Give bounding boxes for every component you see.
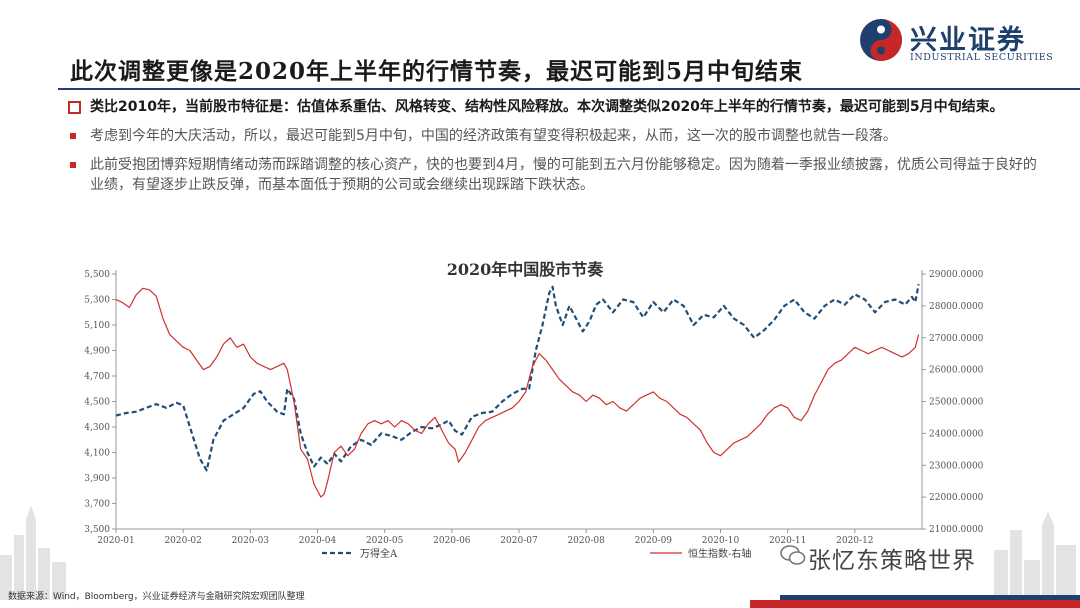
y-left-tick-label: 5,300 — [84, 296, 110, 306]
y-right-tick-label: 27000.0000 — [929, 334, 984, 344]
y-right-tick-label: 26000.0000 — [929, 366, 984, 376]
title-divider — [58, 88, 1080, 90]
chart-background — [67, 258, 972, 570]
y-right-tick-label: 22000.0000 — [929, 493, 984, 503]
watermark-text: 张忆东策略世界 — [808, 548, 976, 574]
y-right-tick-label: 24000.0000 — [929, 429, 984, 439]
x-tick-label: 2020-01 — [97, 536, 134, 546]
square-bullet-icon — [70, 133, 76, 139]
line-chart: 2020年中国股市节奏 3,500 3,700 3,900 4,100 4,300 4,5… — [67, 258, 984, 570]
y-left-tick-label: 3,900 — [84, 474, 110, 484]
chart-title: 2020年中国股市节奏 — [447, 260, 605, 279]
legend-label: 恒生指数-右轴 — [688, 547, 751, 560]
x-tick-label: 2020-02 — [164, 536, 201, 546]
hollow-square-bullet-icon — [68, 101, 81, 114]
city-skyline-decoration — [0, 505, 66, 600]
x-tick-label: 2020-07 — [500, 536, 538, 546]
square-bullet-icon — [70, 162, 76, 168]
y-left-tick-label: 5,100 — [84, 321, 110, 331]
wechat-icon — [780, 545, 806, 565]
footer-bar — [750, 600, 1080, 608]
y-right-tick-label: 21000.0000 — [929, 525, 984, 535]
footer-bar-accent — [780, 595, 1080, 600]
y-left-tick-label: 4,500 — [84, 398, 110, 408]
x-tick-label: 2020-06 — [433, 536, 471, 546]
bullet-text: 考虑到今年的大庆活动，所以，最迟可能到5月中旬，中国的经济政策有望变得积极起来，… — [90, 128, 897, 144]
bullet-main: 类比2010年，当前股市特征是：估值体系重估、风格转变、结构性风险释放。本次调整… — [68, 97, 1048, 117]
y-right-tick-label: 25000.0000 — [929, 398, 984, 408]
y-left-tick-label: 4,100 — [84, 449, 110, 459]
y-right-tick-label: 28000.0000 — [929, 302, 984, 312]
y-left-tick-label: 3,700 — [84, 500, 110, 510]
y-left-tick-label: 4,700 — [84, 372, 110, 382]
x-tick-label: 2020-04 — [299, 536, 337, 546]
bullet-sub: 考虑到今年的大庆活动，所以，最迟可能到5月中旬，中国的经济政策有望变得积极起来，… — [68, 126, 1048, 146]
x-tick-label: 2020-11 — [769, 536, 806, 546]
company-logo — [860, 19, 902, 61]
x-tick-label: 2020-12 — [836, 536, 873, 546]
logo-emblem-icon — [860, 19, 902, 61]
x-tick-label: 2020-09 — [635, 536, 673, 546]
y-left-tick-label: 3,500 — [84, 525, 110, 535]
city-skyline-decoration — [994, 512, 1076, 600]
series-line-hsi — [115, 287, 920, 498]
y-right-tick-label: 29000.0000 — [929, 270, 984, 280]
y-left-tick-label: 5,500 — [84, 270, 110, 280]
bullet-list: 类比2010年，当前股市特征是：估值体系重估、风格转变、结构性风险释放。本次调整… — [68, 97, 1048, 204]
series-line-wind-a — [115, 283, 920, 472]
x-tick-label: 2020-03 — [232, 536, 270, 546]
page-title: 此次调整更像是2020年上半年的行情节奏，最迟可能到5月中旬结束 — [70, 58, 804, 85]
bullet-text: 类比2010年，当前股市特征是：估值体系重估、风格转变、结构性风险释放。本次调整… — [90, 99, 1004, 115]
y-left-tick-label: 4,300 — [84, 423, 110, 433]
x-tick-label: 2020-10 — [702, 536, 740, 546]
y-right-tick-label: 23000.0000 — [929, 461, 984, 471]
bullet-sub: 此前受抱团博弈短期情绪动荡而踩踏调整的核心资产，快的也要到4月，慢的可能到五六月… — [68, 155, 1048, 195]
data-source: 数据来源：Wind，Bloomberg，兴业证券经济与金融研究院宏观团队整理 — [8, 592, 305, 602]
legend-label: 万得全A — [360, 547, 398, 560]
x-tick-label: 2020-05 — [366, 536, 404, 546]
bullet-text: 此前受抱团博弈短期情绪动荡而踩踏调整的核心资产，快的也要到4月，慢的可能到五六月… — [90, 157, 1037, 193]
y-left-tick-label: 4,900 — [84, 347, 110, 357]
x-tick-label: 2020-08 — [567, 536, 605, 546]
